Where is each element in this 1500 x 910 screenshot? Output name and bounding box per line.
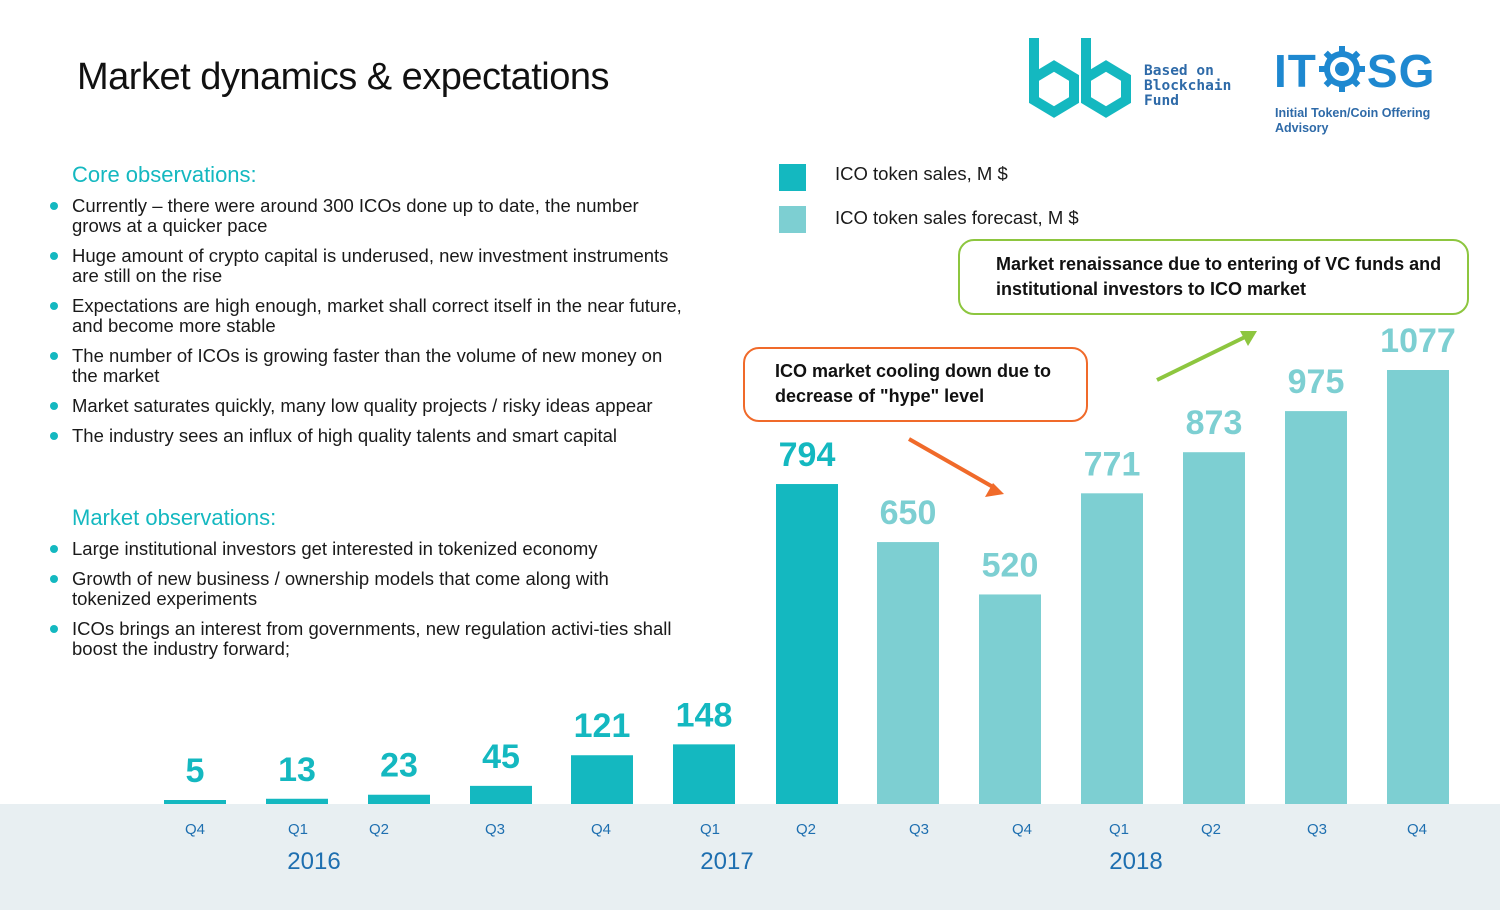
tick-label-2: Q2 xyxy=(369,821,389,838)
data-label-1: 13 xyxy=(278,751,316,789)
bullet-icon xyxy=(50,575,58,583)
legend-label-actual: ICO token sales, M $ xyxy=(835,163,1008,184)
tick-label-11: Q3 xyxy=(1307,821,1327,838)
year-label-0: 2016 xyxy=(287,848,340,875)
bar-12 xyxy=(1387,370,1449,804)
list-item-text: Growth of new business / ownership model… xyxy=(72,568,609,609)
itosg-subtitle: Initial Token/Coin Offering Advisory xyxy=(1275,106,1431,135)
itosg-logo-right: SG xyxy=(1366,45,1436,97)
tick-label-1: Q1 xyxy=(288,821,308,838)
bullet-icon xyxy=(50,252,58,260)
list-item: Market saturates quickly, many low quali… xyxy=(50,396,690,416)
tick-label-6: Q2 xyxy=(796,821,816,838)
page-title: Market dynamics & expectations xyxy=(77,56,610,98)
tick-label-10: Q2 xyxy=(1201,821,1221,838)
list-item-text: The number of ICOs is growing faster tha… xyxy=(72,345,663,386)
bar-0 xyxy=(164,800,226,804)
bar-10 xyxy=(1183,452,1245,804)
bullet-icon xyxy=(50,545,58,553)
bullet-icon xyxy=(50,402,58,410)
bar-9 xyxy=(1081,493,1143,804)
data-label-5: 148 xyxy=(676,696,733,734)
bar-6 xyxy=(776,484,838,804)
gear-icon xyxy=(1318,46,1365,92)
data-label-10: 873 xyxy=(1186,404,1243,442)
cooling-arrow-icon xyxy=(908,437,1004,497)
list-item: Large institutional investors get intere… xyxy=(50,539,690,559)
bb-logo-text: Based on Blockchain Fund xyxy=(1144,64,1231,109)
data-label-7: 650 xyxy=(880,494,937,532)
list-item: The industry sees an influx of high qual… xyxy=(50,426,690,446)
bullet-icon xyxy=(50,302,58,310)
data-label-6: 794 xyxy=(779,436,836,474)
list-item-text: Huge amount of crypto capital is underus… xyxy=(72,245,669,286)
tick-label-4: Q4 xyxy=(591,821,611,838)
core-observations-heading: Core observations: xyxy=(72,162,257,187)
list-item-text: ICOs brings an interest from governments… xyxy=(72,618,672,659)
bar-8 xyxy=(979,594,1041,804)
year-label-2: 2018 xyxy=(1109,848,1162,875)
list-item: Expectations are high enough, market sha… xyxy=(50,296,690,336)
data-label-2: 23 xyxy=(380,747,418,785)
list-item: ICOs brings an interest from governments… xyxy=(50,619,690,659)
itosg-logo: IT SG xyxy=(1274,44,1435,98)
data-label-3: 45 xyxy=(482,738,520,776)
renaissance-callout: Market renaissance due to entering of VC… xyxy=(958,239,1469,315)
tick-label-9: Q1 xyxy=(1109,821,1129,838)
list-item-text: The industry sees an influx of high qual… xyxy=(72,425,618,446)
bb-logo-icon xyxy=(1029,38,1131,118)
list-item-text: Currently – there were around 300 ICOs d… xyxy=(72,195,639,236)
data-label-8: 520 xyxy=(982,546,1039,584)
list-item: Growth of new business / ownership model… xyxy=(50,569,690,609)
renaissance-arrow-icon xyxy=(1156,331,1257,382)
bullet-icon xyxy=(50,432,58,440)
itosg-logo-left: IT xyxy=(1274,45,1317,97)
bar-1 xyxy=(266,798,328,804)
bar-7 xyxy=(877,542,939,804)
market-observations-list: Large institutional investors get intere… xyxy=(50,539,690,669)
bullet-icon xyxy=(50,202,58,210)
bb-logo-line: Fund xyxy=(1144,93,1179,109)
bar-5 xyxy=(673,744,735,804)
data-label-0: 5 xyxy=(186,752,205,790)
data-label-4: 121 xyxy=(574,707,631,745)
legend-swatch-forecast xyxy=(779,206,806,233)
axis-band xyxy=(0,804,1500,910)
tick-label-12: Q4 xyxy=(1407,821,1427,838)
bar-2 xyxy=(368,794,430,804)
market-observations-heading: Market observations: xyxy=(72,505,277,530)
year-label-1: 2017 xyxy=(700,848,753,875)
list-item: Huge amount of crypto capital is underus… xyxy=(50,246,690,286)
data-label-12: 1077 xyxy=(1380,322,1456,360)
list-item-text: Market saturates quickly, many low quali… xyxy=(72,395,653,416)
bb-logo-line: Based on xyxy=(1144,63,1214,79)
data-label-11: 975 xyxy=(1288,363,1345,401)
tick-label-3: Q3 xyxy=(485,821,505,838)
bullet-icon xyxy=(50,352,58,360)
bullet-icon xyxy=(50,625,58,633)
tick-label-0: Q4 xyxy=(185,821,205,838)
core-observations-list: Currently – there were around 300 ICOs d… xyxy=(50,196,690,456)
data-label-9: 771 xyxy=(1084,445,1141,483)
bar-3 xyxy=(470,785,532,804)
tick-label-5: Q1 xyxy=(700,821,720,838)
legend-label-forecast: ICO token sales forecast, M $ xyxy=(835,207,1079,228)
legend-swatch-actual xyxy=(779,164,806,191)
bar-4 xyxy=(571,755,633,804)
list-item-text: Expectations are high enough, market sha… xyxy=(72,295,682,336)
tick-label-8: Q4 xyxy=(1012,821,1032,838)
list-item: Currently – there were around 300 ICOs d… xyxy=(50,196,690,236)
bar-11 xyxy=(1285,411,1347,804)
bb-logo-line: Blockchain xyxy=(1144,78,1232,94)
tick-label-7: Q3 xyxy=(909,821,929,838)
cooling-callout: ICO market cooling down due to decrease … xyxy=(743,347,1088,422)
list-item-text: Large institutional investors get intere… xyxy=(72,538,598,559)
list-item: The number of ICOs is growing faster tha… xyxy=(50,346,690,386)
